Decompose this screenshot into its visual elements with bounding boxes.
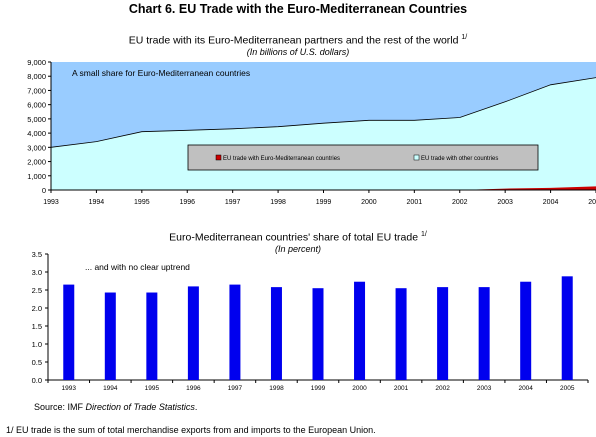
x-tick-label: 2005 — [588, 199, 596, 206]
x-tick-label: 1995 — [134, 199, 150, 206]
bottom-chart-title: Euro-Mediterranean countries' share of t… — [0, 231, 596, 244]
bar-2000 — [354, 281, 366, 380]
y-tick-label: 2.0 — [32, 304, 42, 313]
x-tick-label: 1996 — [186, 385, 201, 392]
legend-swatch-other — [413, 154, 420, 161]
y-tick-label: 1,000 — [27, 172, 46, 181]
bar-2003 — [478, 287, 490, 380]
x-tick-label: 2004 — [543, 199, 559, 206]
legend — [187, 144, 539, 171]
source-prefix: Source: IMF — [34, 402, 86, 412]
x-tick-label: 2005 — [560, 385, 575, 392]
source-suffix: . — [194, 402, 198, 412]
y-tick-label: 0.5 — [32, 358, 42, 367]
bar-1998 — [270, 287, 282, 380]
x-tick-label: 1997 — [228, 385, 243, 392]
top-chart-title: EU trade with its Euro-Mediterranean par… — [0, 34, 596, 47]
bottom-chart-footnote-marker: 1/ — [420, 231, 427, 238]
x-tick-label: 2001 — [407, 199, 423, 206]
legend-label-other: EU trade with other countries — [421, 156, 498, 162]
x-tick-label: 1993 — [43, 199, 59, 206]
y-tick-label: 4,000 — [27, 129, 46, 138]
y-tick-label: 3,000 — [27, 143, 46, 152]
x-tick-label: 1996 — [179, 199, 195, 206]
chart-annotation: A small share for Euro-Mediterranean cou… — [72, 68, 250, 78]
y-tick-label: 0 — [42, 186, 46, 195]
y-tick-label: 1.5 — [32, 322, 42, 331]
x-tick-label: 1999 — [316, 199, 332, 206]
source-title: Direction of Trade Statistics — [85, 402, 195, 412]
bar-2005 — [561, 276, 573, 380]
y-tick-label: 9,000 — [27, 58, 46, 67]
x-tick-label: 2000 — [352, 385, 367, 392]
x-tick-label: 2003 — [477, 385, 492, 392]
x-tick-label: 2000 — [361, 199, 377, 206]
y-tick-label: 2.5 — [32, 286, 42, 295]
x-tick-label: 1995 — [145, 385, 160, 392]
footnote: 1/ EU trade is the sum of total merchand… — [6, 425, 376, 435]
y-tick-label: 0.0 — [32, 376, 42, 385]
x-tick-label: 2002 — [452, 199, 468, 206]
y-tick-label: 2,000 — [27, 158, 46, 167]
page-title: Chart 6. EU Trade with the Euro-Mediterr… — [128, 2, 468, 16]
bar-1994 — [104, 292, 116, 380]
chart-annotation: ... and with no clear uptrend — [85, 262, 190, 272]
legend-swatch-euromed — [215, 154, 222, 161]
x-tick-label: 1994 — [103, 385, 118, 392]
bottom-chart-subtitle: (In percent) — [274, 244, 322, 254]
x-tick-label: 2003 — [497, 199, 513, 206]
x-tick-label: 2001 — [394, 385, 409, 392]
y-tick-label: 8,000 — [27, 72, 46, 81]
x-tick-label: 1999 — [311, 385, 326, 392]
top-area-chart: 0 1,000 2,000 3,000 4,000 5,000 6,000 7,000 8,00… — [27, 58, 596, 206]
top-chart-footnote-marker: 1/ — [461, 34, 468, 41]
bar-2002 — [437, 287, 449, 380]
x-tick-label: 1993 — [62, 385, 77, 392]
y-tick-label: 3.5 — [32, 250, 42, 259]
y-tick-label: 1.0 — [32, 340, 42, 349]
bar-2004 — [520, 281, 532, 380]
x-tick-label: 1998 — [270, 199, 286, 206]
y-tick-label: 6,000 — [27, 101, 46, 110]
bar-1993 — [63, 284, 75, 380]
top-chart-subtitle: (In billions of U.S. dollars) — [246, 47, 350, 57]
bottom-chart-title-text: Euro-Mediterranean countries' share of t… — [169, 231, 419, 244]
x-tick-label: 1994 — [89, 199, 105, 206]
x-tick-label: 1998 — [269, 385, 284, 392]
y-tick-label: 7,000 — [27, 86, 46, 95]
bar-2001 — [395, 288, 407, 380]
y-tick-label: 3.0 — [32, 268, 42, 277]
bar-1999 — [312, 288, 324, 380]
bar-1996 — [187, 286, 199, 380]
x-tick-label: 1997 — [225, 199, 241, 206]
bar-1997 — [229, 284, 241, 380]
x-tick-label: 2002 — [435, 385, 450, 392]
x-tick-label: 2004 — [518, 385, 533, 392]
y-tick-label: 5,000 — [27, 115, 46, 124]
top-chart-title-text: EU trade with its Euro-Mediterranean par… — [128, 34, 459, 47]
bar-1995 — [146, 292, 158, 380]
legend-label-euromed: EU trade with Euro-Mediterranean countri… — [223, 156, 340, 162]
source-note: Source: IMF Direction of Trade Statistic… — [34, 402, 197, 412]
series-other-countries-line — [50, 77, 596, 148]
